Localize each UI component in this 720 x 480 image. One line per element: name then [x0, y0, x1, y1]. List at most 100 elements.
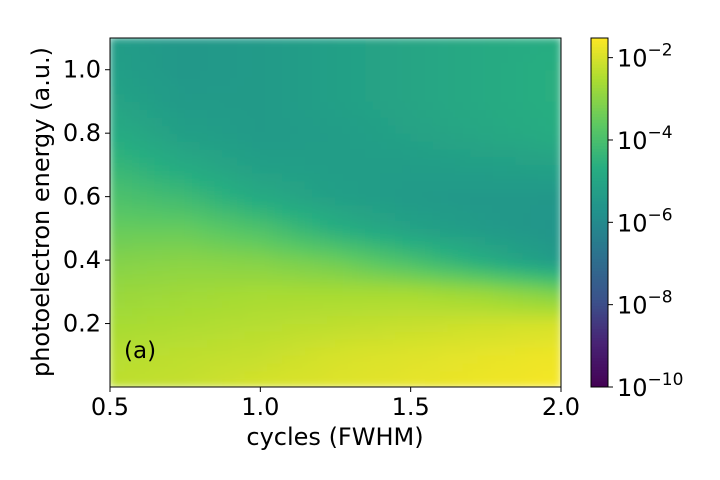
- heatmap-cell: [139, 108, 149, 118]
- heatmap-cell: [470, 124, 479, 134]
- heatmap-cell: [552, 283, 561, 293]
- heatmap-cell: [252, 346, 261, 356]
- heatmap-cell: [110, 259, 119, 269]
- heatmap-cell: [139, 156, 149, 166]
- heatmap-cell: [522, 283, 532, 293]
- heatmap-cell: [177, 283, 186, 293]
- heatmap-cell: [410, 338, 419, 348]
- heatmap-cell: [237, 267, 246, 277]
- heatmap-cell: [500, 116, 509, 126]
- heatmap-cell: [199, 235, 209, 245]
- heatmap-cell: [117, 188, 126, 198]
- heatmap-cell: [132, 93, 141, 102]
- heatmap-cell: [162, 77, 171, 87]
- heatmap-cell: [229, 156, 239, 166]
- heatmap-cell: [470, 362, 479, 372]
- heatmap-cell: [552, 307, 561, 317]
- heatmap-cell: [124, 330, 134, 340]
- heatmap-cell: [515, 148, 524, 158]
- heatmap-cell: [462, 251, 472, 261]
- heatmap-cell: [214, 156, 224, 166]
- heatmap-cell: [139, 291, 149, 301]
- heatmap-cell: [312, 156, 321, 166]
- heatmap-cell: [327, 100, 336, 110]
- heatmap-cell: [132, 283, 141, 293]
- heatmap-cell: [147, 108, 156, 118]
- heatmap-cell: [380, 164, 389, 174]
- heatmap-cell: [304, 53, 314, 63]
- heatmap-cell: [207, 378, 216, 387]
- heatmap-cell: [350, 251, 359, 261]
- heatmap-cell: [110, 330, 119, 340]
- heatmap-cell: [259, 108, 269, 118]
- heatmap-cell: [462, 307, 472, 317]
- colorbar-band: [591, 118, 608, 123]
- heatmap-cell: [387, 267, 397, 277]
- heatmap-cell: [124, 156, 134, 166]
- heatmap-cell: [304, 354, 314, 364]
- heatmap-cell: [117, 93, 126, 102]
- heatmap-cell: [380, 291, 389, 301]
- heatmap-cell: [440, 346, 449, 356]
- heatmap-cell: [184, 346, 194, 356]
- heatmap-cell: [327, 307, 336, 317]
- heatmap-cell: [530, 235, 539, 245]
- heatmap-cell: [395, 315, 404, 325]
- colorbar-band: [591, 43, 608, 48]
- heatmap-cell: [237, 156, 246, 166]
- heatmap-cell: [485, 196, 494, 206]
- heatmap-cell: [485, 212, 494, 221]
- heatmap-cell: [237, 188, 246, 198]
- heatmap-cell: [470, 299, 479, 309]
- heatmap-cell: [410, 38, 419, 47]
- heatmap-cell: [387, 227, 397, 237]
- heatmap-cell: [199, 219, 209, 229]
- y-axis-label: photoelectron energy (a.u.): [27, 47, 55, 377]
- heatmap-cell: [304, 259, 314, 269]
- heatmap-cell: [380, 124, 389, 134]
- heatmap-cell: [470, 132, 479, 142]
- heatmap-cell: [425, 235, 434, 245]
- heatmap-cell: [297, 299, 306, 309]
- heatmap-cell: [147, 38, 156, 47]
- colorbar-band: [591, 328, 608, 333]
- heatmap-cell: [274, 116, 284, 126]
- heatmap-cell: [365, 69, 374, 79]
- colorbar-band: [591, 101, 608, 106]
- colorbar-band: [591, 214, 608, 219]
- heatmap-cell: [410, 148, 419, 158]
- heatmap-cell: [154, 235, 164, 245]
- heatmap-cell: [440, 235, 449, 245]
- heatmap-cell: [244, 330, 254, 340]
- heatmap-cell: [237, 45, 246, 55]
- heatmap-cell: [387, 354, 397, 364]
- heatmap-cell: [244, 283, 254, 293]
- heatmap-cell: [462, 330, 472, 340]
- heatmap-cell: [207, 93, 216, 102]
- heatmap-cell: [177, 243, 186, 253]
- heatmap-cell: [515, 45, 524, 55]
- heatmap-cell: [537, 362, 547, 372]
- heatmap-cell: [304, 85, 314, 95]
- heatmap-cell: [177, 132, 186, 142]
- heatmap-cell: [214, 100, 224, 110]
- heatmap-cell: [417, 291, 427, 301]
- heatmap-cell: [522, 180, 532, 190]
- heatmap-cell: [500, 291, 509, 301]
- heatmap-cell: [477, 323, 487, 332]
- heatmap-cell: [477, 140, 487, 150]
- heatmap-cell: [297, 370, 306, 380]
- heatmap-cell: [304, 338, 314, 348]
- heatmap-cell: [237, 338, 246, 348]
- heatmap-cell: [447, 156, 457, 166]
- x-tick-label: 1.0: [241, 393, 279, 421]
- heatmap-cell: [154, 53, 164, 63]
- heatmap-cell: [455, 275, 464, 285]
- heatmap-cell: [222, 354, 231, 364]
- heatmap-cell: [184, 69, 194, 79]
- heatmap-cell: [237, 362, 246, 372]
- heatmap-cell: [139, 267, 149, 277]
- heatmap-cell: [477, 100, 487, 110]
- heatmap-cell: [244, 38, 254, 47]
- heatmap-cell: [282, 219, 291, 229]
